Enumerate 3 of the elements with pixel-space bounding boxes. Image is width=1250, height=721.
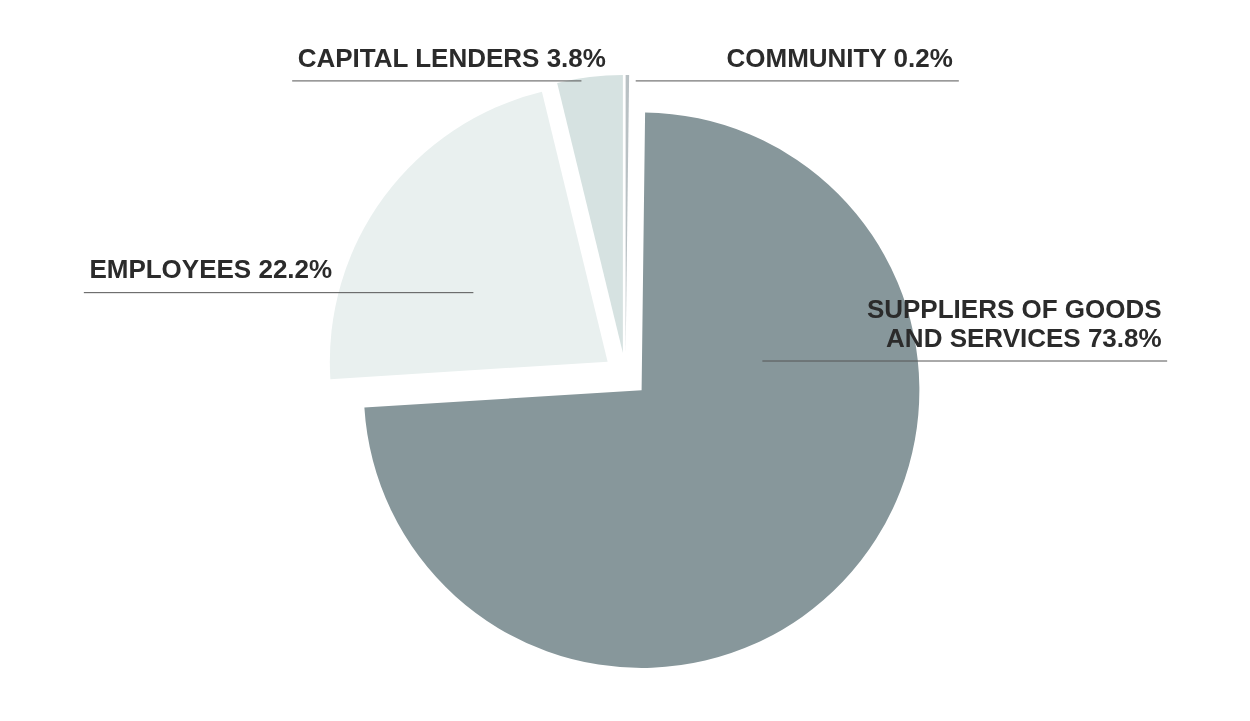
slice-label: CAPITAL LENDERS 3.8% bbox=[297, 42, 606, 73]
slice-label: EMPLOYEES 22.2% bbox=[89, 254, 333, 285]
slice-label: COMMUNITY 0.2% bbox=[726, 42, 953, 73]
